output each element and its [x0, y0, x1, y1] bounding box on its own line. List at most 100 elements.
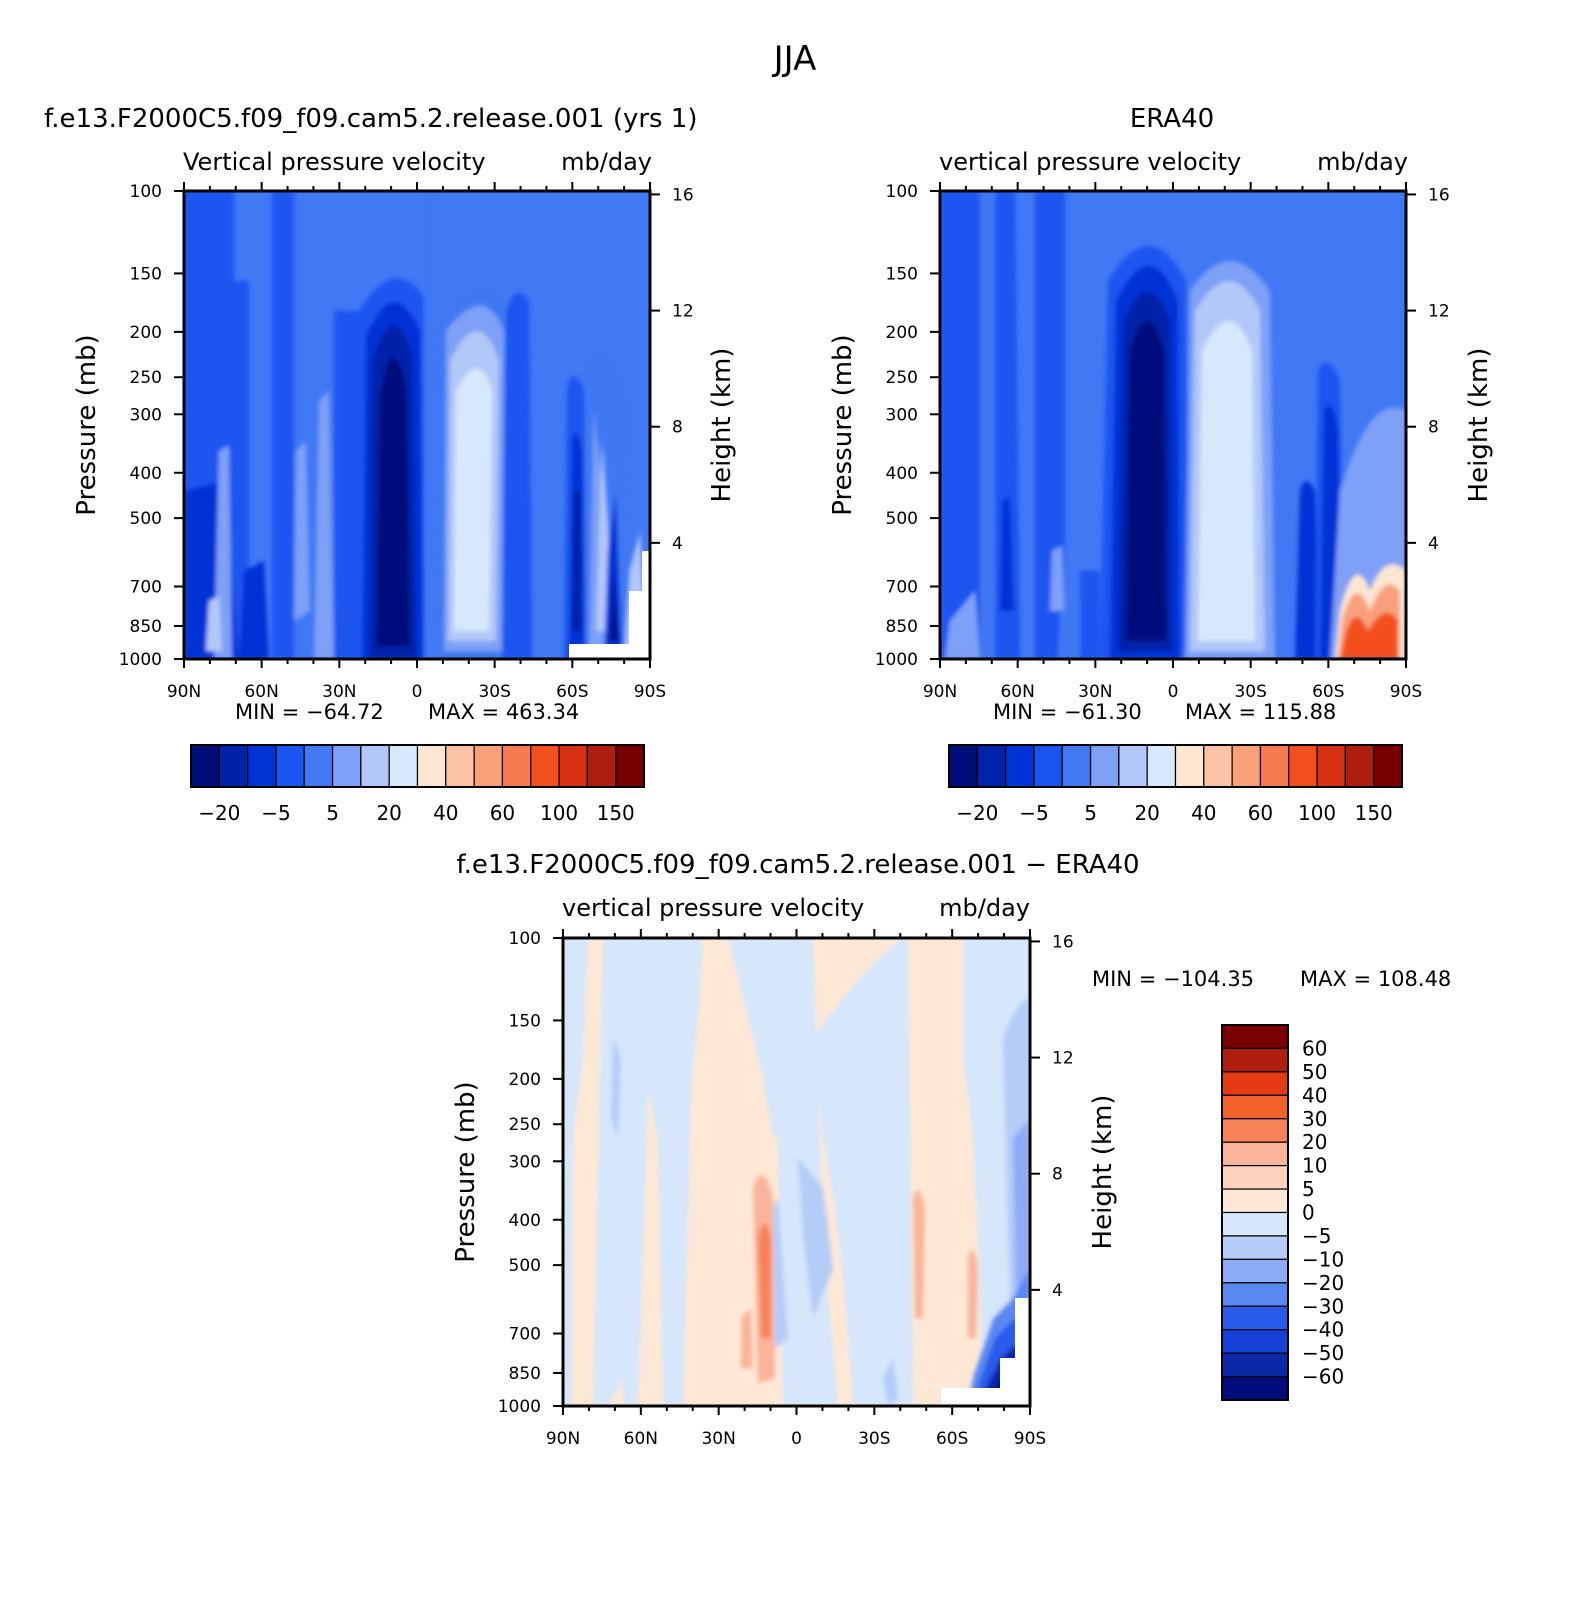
y-tick-label: 100: [886, 182, 918, 202]
y2-tick-label: 4: [1428, 534, 1439, 554]
y-tick-label: 700: [130, 578, 162, 598]
colorbar-swatch: [1221, 1329, 1289, 1354]
colorbar-label: −10: [1302, 1247, 1344, 1271]
y-tick-label: 100: [509, 929, 541, 949]
y-tick-label: 850: [509, 1364, 541, 1384]
panel-obs: ERA40 vertical pressure velocity mb/day: [828, 104, 1494, 825]
colorbar-label: 20: [376, 801, 401, 825]
colorbar-swatch: [1344, 744, 1375, 788]
units-label: mb/day: [561, 148, 652, 176]
x-tick-label: 60S: [1312, 682, 1344, 702]
x-tick-label: 30S: [478, 682, 510, 702]
colorbar-swatch: [948, 744, 978, 788]
y-tick-label: 500: [509, 1256, 541, 1276]
x-tick-label: 90S: [634, 682, 666, 702]
colorbar-frame: [1221, 1024, 1289, 1401]
colorbar-label: −40: [1302, 1318, 1344, 1342]
colorbar-swatch: [303, 744, 334, 788]
x-tick-label: 90N: [923, 682, 957, 702]
units-label: mb/day: [939, 894, 1030, 922]
y-axis-label: Pressure (mb): [451, 1081, 481, 1262]
colorbar-swatch: [360, 744, 390, 788]
colorbar-label: −30: [1302, 1294, 1344, 1318]
y-tick-label: 250: [886, 368, 918, 388]
y2-tick-label: 12: [1052, 1049, 1074, 1069]
colorbar-label: 150: [597, 801, 635, 825]
panel-title: ERA40: [1130, 104, 1214, 134]
colorbar-swatch: [530, 744, 560, 788]
colorbar-swatch: [1221, 1258, 1289, 1284]
colorbar-swatch: [1221, 1305, 1289, 1331]
y-axis-label: Pressure (mb): [828, 334, 858, 515]
colorbar-swatch: [1089, 744, 1120, 788]
variable-label: Vertical pressure velocity: [183, 148, 486, 176]
colorbar-label: −20: [956, 801, 998, 825]
min-label: MIN = −61.30: [993, 700, 1142, 724]
colorbar-swatch: [275, 744, 305, 788]
y2-tick-label: 8: [672, 418, 683, 438]
x-tick-label: 30N: [1078, 682, 1112, 702]
y2-axis-label: Height (km): [1088, 1095, 1118, 1250]
panel-title: f.e13.F2000C5.f09_f09.cam5.2.release.001…: [44, 104, 698, 134]
colorbar-label: 60: [1248, 801, 1273, 825]
y2-tick-label: 4: [1052, 1281, 1063, 1301]
y-tick-label: 250: [509, 1115, 541, 1135]
y-tick-label: 1000: [119, 650, 162, 670]
colorbar-swatch: [388, 744, 419, 788]
y-tick-label: 700: [509, 1325, 541, 1345]
colorbar-swatch: [1231, 744, 1262, 788]
panel-model: f.e13.F2000C5.f09_f09.cam5.2.release.001…: [44, 104, 737, 825]
colorbar-frame: [190, 744, 645, 788]
variable-label: vertical pressure velocity: [939, 148, 1241, 176]
colorbar-label: 5: [326, 801, 339, 825]
x-tick-label: 90S: [1014, 1429, 1046, 1449]
x-tick-label: 60S: [936, 1429, 968, 1449]
colorbar-label: 100: [1298, 801, 1336, 825]
colorbar: −20 −5 5 20 40 60 100 150: [190, 744, 645, 825]
colorbar-frame: [948, 744, 1403, 788]
colorbar-label: 30: [1302, 1107, 1327, 1131]
min-label: MIN = −104.35: [1092, 967, 1254, 991]
colorbar-swatch: [1203, 744, 1233, 788]
y2-tick-label: 12: [1428, 302, 1450, 322]
x-tick-label: 30N: [701, 1429, 735, 1449]
y2-axis-label: Height (km): [1464, 348, 1494, 503]
colorbar-swatch: [501, 744, 532, 788]
max-label: MAX = 115.88: [1185, 700, 1336, 724]
colorbar-swatch: [1174, 744, 1205, 788]
y-tick-label: 400: [130, 464, 162, 484]
panel-title: f.e13.F2000C5.f09_f09.cam5.2.release.001…: [456, 850, 1139, 880]
colorbar-label: −20: [1302, 1271, 1344, 1295]
x-tick-label: 0: [412, 682, 423, 702]
y-axis-label: Pressure (mb): [72, 334, 102, 515]
colorbar-label: −5: [1302, 1224, 1331, 1248]
colorbar-swatch: [615, 744, 645, 788]
y-tick-label: 150: [509, 1011, 541, 1031]
colorbar-swatch: [1221, 1211, 1289, 1237]
y-tick-label: 500: [130, 509, 162, 529]
y2-tick-label: 16: [1052, 932, 1074, 952]
y2-tick-label: 16: [672, 185, 694, 205]
x-tick-label: 30S: [1234, 682, 1266, 702]
y-tick-label: 700: [886, 578, 918, 598]
colorbar-label: 60: [1302, 1036, 1327, 1060]
colorbar-swatch: [1221, 1024, 1289, 1050]
y2-axis-label: Height (km): [707, 348, 737, 503]
colorbar-swatch: [1221, 1141, 1289, 1167]
colorbar-label: 40: [1302, 1083, 1327, 1107]
x-tick-label: 60S: [556, 682, 588, 702]
x-tick-label: 90S: [1390, 682, 1422, 702]
y2-tick-label: 8: [1052, 1165, 1063, 1185]
x-tick-label: 30N: [322, 682, 356, 702]
colorbar-label: 150: [1355, 801, 1393, 825]
colorbar-swatch: [1221, 1071, 1289, 1096]
y-tick-label: 250: [130, 368, 162, 388]
colorbar-swatch: [1221, 1235, 1289, 1260]
colorbar-label: 0: [1302, 1201, 1315, 1225]
x-tick-label: 60N: [624, 1429, 658, 1449]
x-tick-label: 90N: [167, 682, 201, 702]
y-tick-label: 300: [886, 405, 918, 425]
plot-field: [184, 191, 650, 659]
